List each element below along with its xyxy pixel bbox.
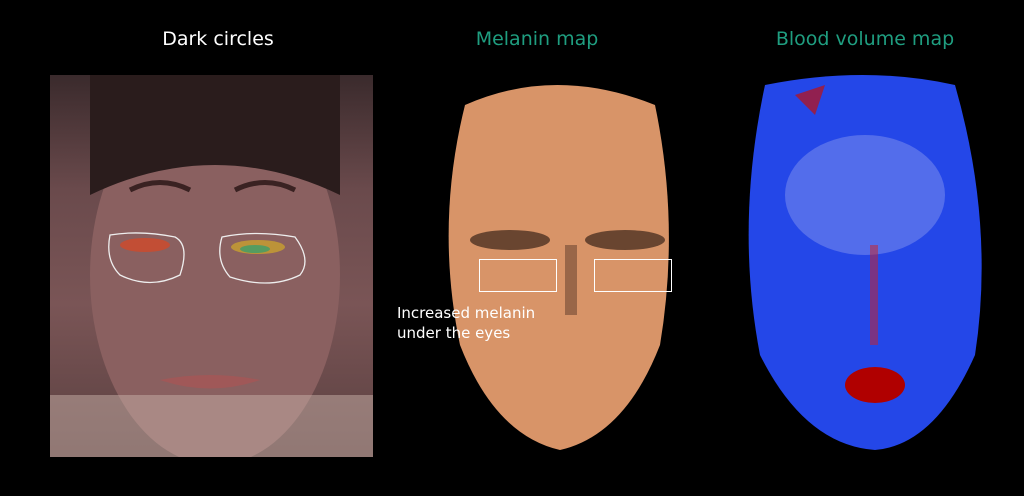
melanin-right-eye-box [594, 259, 672, 292]
lips-high-blood [845, 367, 905, 403]
face-photo-drawing [50, 75, 373, 457]
blood-volume-map-title: Blood volume map [775, 28, 955, 50]
right-eye-region-outline [219, 232, 306, 284]
blood-volume-map [735, 75, 997, 461]
melanin-map [425, 75, 685, 461]
melanin-annotation: Increased melanin under the eyes [397, 303, 535, 343]
face-photo [50, 75, 373, 457]
melanin-map-title: Melanin map [475, 28, 599, 50]
annotation-line2: under the eyes [397, 324, 511, 342]
left-eye-region-outline [108, 232, 185, 284]
melanin-left-eye-box [479, 259, 557, 292]
annotation-line1: Increased melanin [397, 304, 536, 322]
dark-circles-title: Dark circles [162, 28, 274, 50]
